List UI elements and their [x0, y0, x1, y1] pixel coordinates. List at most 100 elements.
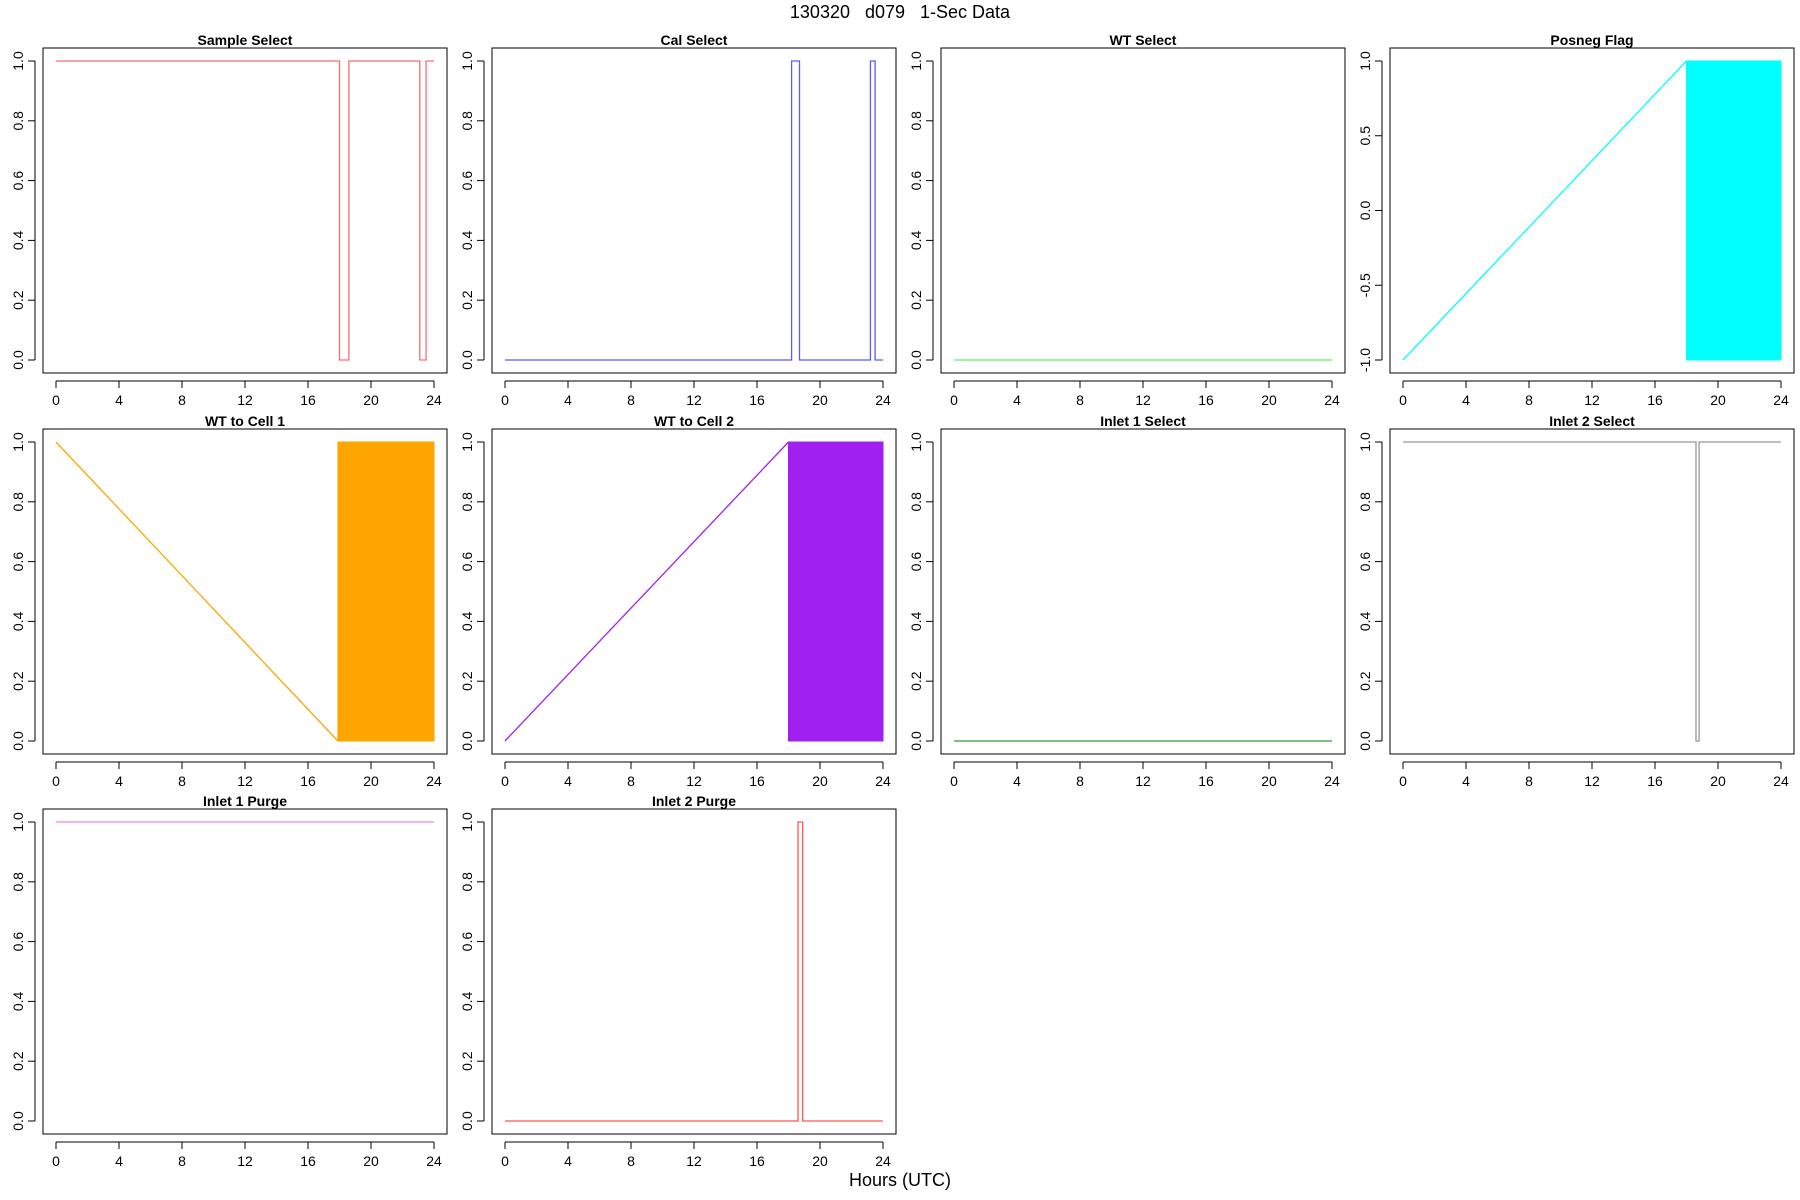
x-tick-label: 4: [1462, 392, 1470, 408]
y-tick-label: 0.0: [1357, 201, 1373, 221]
x-tick-label: 0: [52, 773, 60, 789]
x-tick-label: 16: [1198, 392, 1214, 408]
series-band: [1686, 60, 1782, 361]
y-tick-label: 0.8: [459, 111, 475, 131]
x-tick-label: 4: [564, 392, 572, 408]
x-tick-label: 8: [1076, 773, 1084, 789]
x-tick-label: 0: [501, 392, 509, 408]
y-tick-label: 1.0: [908, 432, 924, 452]
y-tick-label: 0.8: [1357, 492, 1373, 512]
y-tick-label: 1.0: [459, 432, 475, 452]
x-tick-label: 16: [300, 1153, 316, 1169]
y-tick-label: 0.2: [908, 671, 924, 691]
panel-title: Inlet 1 Select: [1100, 413, 1186, 429]
x-tick-label: 12: [237, 1153, 253, 1169]
plot-frame: [42, 47, 448, 374]
panel-title: WT to Cell 2: [654, 413, 734, 429]
x-tick-label: 0: [1399, 773, 1407, 789]
y-tick-label: 0.8: [908, 492, 924, 512]
y-tick-label: 0.8: [10, 492, 26, 512]
panel-3: Posneg Flag 0 4 8 12 16 20 24 -1.0 -0.5 0.0 0.5 1.0: [1357, 32, 1795, 408]
series-line: [55, 441, 339, 742]
y-tick-label: 0.4: [908, 611, 924, 631]
x-tick-label: 8: [627, 392, 635, 408]
y-tick-label: 0.2: [10, 1051, 26, 1071]
x-tick-label: 16: [1647, 773, 1663, 789]
y-tick-label: 0.2: [459, 1051, 475, 1071]
y-tick-label: 0.4: [10, 611, 26, 631]
x-tick-label: 24: [1324, 392, 1340, 408]
x-tick-label: 12: [1135, 773, 1151, 789]
x-tick-label: 12: [686, 392, 702, 408]
y-tick-label: 0.4: [459, 230, 475, 250]
x-tick-label: 16: [300, 392, 316, 408]
y-tick-label: 1.0: [459, 51, 475, 71]
x-tick-label: 0: [501, 773, 509, 789]
x-tick-label: 24: [1324, 773, 1340, 789]
x-tick-label: 4: [115, 773, 123, 789]
plot-frame: [1389, 428, 1795, 755]
plot-frame: [491, 808, 897, 1135]
plot-frame: [940, 428, 1346, 755]
panel-1: Cal Select 0 4 8 12 16 20 24 0.0 0.2 0.4 0.6 0.8 1.0: [459, 32, 897, 408]
x-tick-label: 12: [1135, 392, 1151, 408]
y-tick-label: 0.4: [10, 991, 26, 1011]
x-tick-label: 24: [426, 392, 442, 408]
x-tick-label: 0: [52, 392, 60, 408]
y-tick-label: 0.0: [459, 731, 475, 751]
plot-frame: [940, 47, 1346, 374]
panel-0: Sample Select 0 4 8 12 16 20 24 0.0 0.2 0.4 0.6 0.8 1…: [10, 32, 448, 408]
y-tick-label: 0.2: [459, 671, 475, 691]
panel-7: Inlet 2 Select 0 4 8 12 16 20 24 0.0 0.2 0.4 0.6 0.8…: [1357, 413, 1795, 789]
series-line: [1403, 441, 1781, 742]
x-tick-label: 12: [1584, 773, 1600, 789]
x-tick-label: 8: [627, 773, 635, 789]
x-tick-label: 4: [564, 773, 572, 789]
y-tick-label: 0.2: [10, 671, 26, 691]
x-tick-label: 20: [363, 773, 379, 789]
y-tick-label: 0.0: [908, 350, 924, 370]
y-tick-label: 0.2: [908, 290, 924, 310]
x-tick-label: 20: [1710, 392, 1726, 408]
x-tick-label: 8: [1076, 392, 1084, 408]
x-tick-label: 24: [1773, 773, 1789, 789]
y-tick-label: 0.6: [459, 552, 475, 572]
x-tick-label: 0: [1399, 392, 1407, 408]
y-tick-label: 0.8: [908, 111, 924, 131]
x-tick-label: 4: [1013, 392, 1021, 408]
x-tick-label: 24: [426, 1153, 442, 1169]
y-tick-label: 1.0: [1357, 432, 1373, 452]
y-tick-label: 1.0: [459, 812, 475, 832]
x-tick-label: 16: [749, 392, 765, 408]
x-tick-label: 20: [1261, 392, 1277, 408]
plot-frame: [491, 428, 897, 755]
x-tick-label: 24: [875, 773, 891, 789]
panel-title: Inlet 2 Select: [1549, 413, 1635, 429]
panel-title: Sample Select: [198, 32, 293, 48]
x-tick-label: 4: [115, 1153, 123, 1169]
y-tick-label: 0.2: [1357, 671, 1373, 691]
y-tick-label: 0.4: [459, 611, 475, 631]
y-tick-label: 0.6: [10, 171, 26, 191]
series-line: [504, 441, 789, 742]
x-tick-label: 8: [627, 1153, 635, 1169]
panel-8: Inlet 1 Purge 0 4 8 12 16 20 24 0.0 0.2 0.4 0.6 0.8 1…: [10, 793, 448, 1169]
x-tick-label: 24: [426, 773, 442, 789]
x-tick-label: 12: [686, 1153, 702, 1169]
x-tick-label: 16: [1647, 392, 1663, 408]
panel-title: WT Select: [1110, 32, 1177, 48]
x-tick-label: 0: [52, 1153, 60, 1169]
x-tick-label: 8: [178, 773, 186, 789]
x-tick-label: 0: [501, 1153, 509, 1169]
panel-title: Inlet 1 Purge: [203, 793, 287, 809]
y-tick-label: 0.6: [908, 552, 924, 572]
x-tick-label: 12: [1584, 392, 1600, 408]
y-tick-label: 0.4: [1357, 611, 1373, 631]
x-tick-label: 4: [115, 392, 123, 408]
x-tick-label: 16: [749, 773, 765, 789]
y-tick-label: 0.0: [10, 731, 26, 751]
x-tick-label: 8: [178, 392, 186, 408]
x-tick-label: 16: [300, 773, 316, 789]
y-tick-label: 0.8: [459, 872, 475, 892]
plot-frame: [491, 47, 897, 374]
